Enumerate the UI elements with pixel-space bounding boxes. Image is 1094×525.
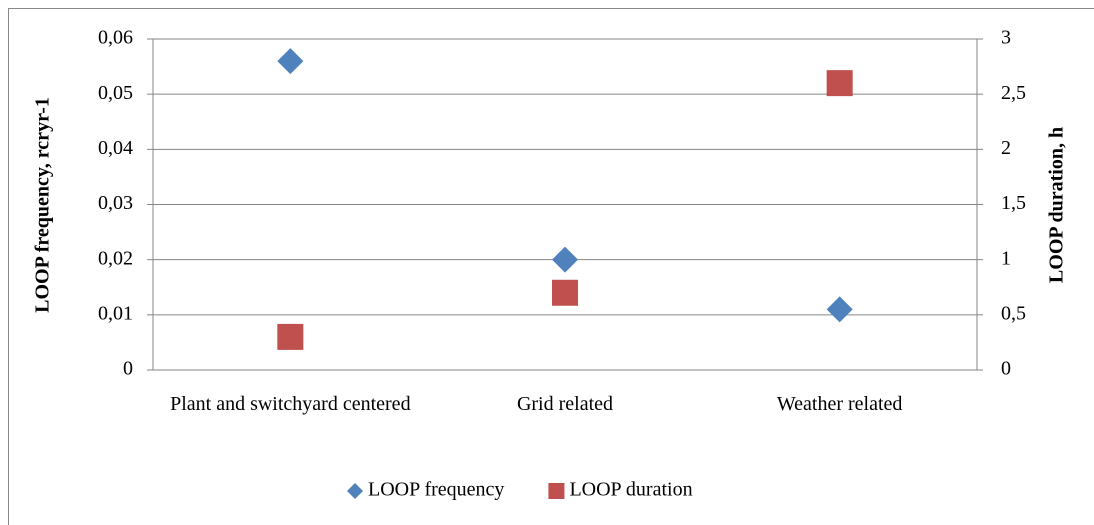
chart-border	[8, 8, 1094, 525]
y-tick-label: 0,05	[98, 82, 133, 104]
y2-tick-label: 1	[1001, 247, 1011, 269]
x-tick-label: Plant and switchyard centered	[170, 393, 411, 415]
data-point	[826, 70, 853, 97]
data-point	[552, 246, 578, 273]
y2-axis-title: LOOP duration, h	[1046, 127, 1068, 283]
x-tick-label: Grid related	[516, 393, 614, 415]
legend-label: LOOP frequency	[368, 479, 504, 501]
data-point	[277, 323, 304, 350]
legend-marker	[548, 483, 565, 499]
y2-tick-label: 0	[1001, 358, 1011, 380]
data-point	[277, 48, 304, 75]
y-tick-label: 0,03	[98, 192, 133, 214]
y-tick-label: 0,01	[98, 302, 133, 324]
legend-label: LOOP duration	[569, 479, 692, 501]
y-tick-label: 0,02	[98, 247, 133, 269]
y2-tick-label: 2,5	[1001, 82, 1026, 104]
y-tick-label: 0,04	[98, 137, 133, 159]
x-tick-label: Weather related	[776, 393, 903, 415]
data-point	[552, 279, 578, 306]
y-tick-label: 0,06	[98, 27, 133, 49]
y2-tick-label: 1,5	[1001, 192, 1026, 214]
legend-marker	[347, 483, 363, 499]
y2-tick-label: 0,5	[1001, 302, 1026, 324]
y2-tick-label: 2	[1001, 137, 1011, 159]
y-tick-label: 0	[123, 358, 133, 380]
y2-tick-label: 3	[1001, 27, 1011, 49]
y-axis-title: LOOP frequency, rcryr-1	[32, 97, 54, 313]
data-point	[826, 296, 853, 323]
